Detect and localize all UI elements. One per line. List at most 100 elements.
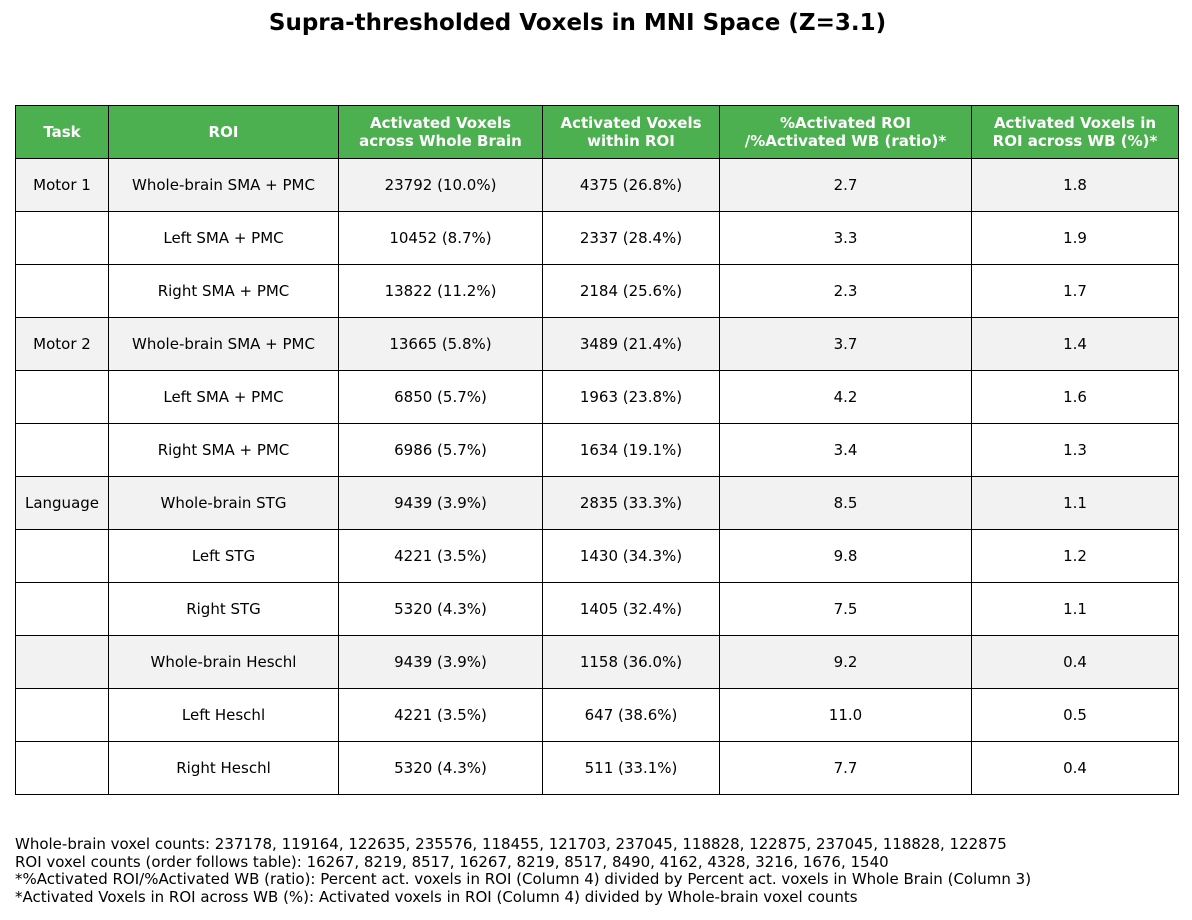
table-cell-activated-wb: 9439 (3.9%) <box>338 476 543 530</box>
table-body: Motor 1 Whole-brain SMA + PMC 23792 (10.0%… <box>15 158 1179 795</box>
table-cell-roi: Right SMA + PMC <box>108 423 339 477</box>
table-cell-roi: Left STG <box>108 529 339 583</box>
table-cell-roi-across-wb: 1.8 <box>971 158 1179 212</box>
table-cell-activated-wb: 6850 (5.7%) <box>338 370 543 424</box>
table-row: Right SMA + PMC 6986 (5.7%) 1634 (19.1%) 3.… <box>15 423 1179 477</box>
column-header-line: /%Activated WB (ratio)* <box>744 132 947 150</box>
table-row: Left STG 4221 (3.5%) 1430 (34.3%) 9.8 1.2 <box>15 529 1179 583</box>
table-cell-activated-roi: 2835 (33.3%) <box>542 476 720 530</box>
table-cell-ratio: 3.3 <box>719 211 972 265</box>
table-cell-roi: Whole-brain STG <box>108 476 339 530</box>
table-cell-roi: Left SMA + PMC <box>108 211 339 265</box>
table-cell-activated-roi: 511 (33.1%) <box>542 741 720 795</box>
column-header-line: across Whole Brain <box>359 132 522 150</box>
table-row: Right STG 5320 (4.3%) 1405 (32.4%) 7.5 1.1 <box>15 582 1179 636</box>
results-table: Task ROI Activated Voxels across Whole Brai… <box>15 105 1179 795</box>
table-row: Left Heschl 4221 (3.5%) 647 (38.6%) 11.0 0.5 <box>15 688 1179 742</box>
table-cell-roi: Whole-brain Heschl <box>108 635 339 689</box>
table-row: Left SMA + PMC 6850 (5.7%) 1963 (23.8%) 4.2… <box>15 370 1179 424</box>
table-cell-roi: Right STG <box>108 582 339 636</box>
table-cell-roi: Whole-brain SMA + PMC <box>108 317 339 371</box>
table-cell-activated-wb: 6986 (5.7%) <box>338 423 543 477</box>
table-cell-task <box>15 688 109 742</box>
footnote-line: *Activated Voxels in ROI across WB (%): … <box>15 887 858 906</box>
table-cell-activated-wb: 23792 (10.0%) <box>338 158 543 212</box>
table-cell-ratio: 2.3 <box>719 264 972 318</box>
table-cell-activated-roi: 3489 (21.4%) <box>542 317 720 371</box>
table-cell-roi-across-wb: 0.4 <box>971 741 1179 795</box>
table-cell-ratio: 4.2 <box>719 370 972 424</box>
column-header-line: Task <box>43 123 81 141</box>
table-cell-activated-roi: 1634 (19.1%) <box>542 423 720 477</box>
column-header-line: within ROI <box>587 132 675 150</box>
column-header-task: Task <box>15 105 109 159</box>
table-row: Language Whole-brain STG 9439 (3.9%) 2835 (… <box>15 476 1179 530</box>
table-cell-roi-across-wb: 0.4 <box>971 635 1179 689</box>
table-cell-ratio: 2.7 <box>719 158 972 212</box>
column-header-roi: ROI <box>108 105 339 159</box>
table-cell-activated-wb: 10452 (8.7%) <box>338 211 543 265</box>
table-cell-activated-wb: 13822 (11.2%) <box>338 264 543 318</box>
footnote-line: *%Activated ROI/%Activated WB (ratio): P… <box>15 870 1032 888</box>
table-cell-activated-wb: 9439 (3.9%) <box>338 635 543 689</box>
table-cell-task <box>15 635 109 689</box>
table-cell-task <box>15 582 109 636</box>
table-cell-activated-wb: 4221 (3.5%) <box>338 529 543 583</box>
table-row: Right Heschl 5320 (4.3%) 511 (33.1%) 7.7 0.4 <box>15 741 1179 795</box>
table-cell-activated-wb: 5320 (4.3%) <box>338 582 543 636</box>
table-cell-roi: Whole-brain SMA + PMC <box>108 158 339 212</box>
table-cell-roi-across-wb: 1.3 <box>971 423 1179 477</box>
table-cell-task: Language <box>15 476 109 530</box>
table-cell-activated-wb: 4221 (3.5%) <box>338 688 543 742</box>
column-header-line: ROI <box>208 123 239 141</box>
table-cell-roi-across-wb: 0.5 <box>971 688 1179 742</box>
column-header-line: %Activated ROI <box>780 114 911 132</box>
table-cell-task <box>15 423 109 477</box>
table-row: Motor 1 Whole-brain SMA + PMC 23792 (10.0%… <box>15 158 1179 212</box>
table-cell-activated-roi: 1158 (36.0%) <box>542 635 720 689</box>
table-row: Whole-brain Heschl 9439 (3.9%) 1158 (36.0%… <box>15 635 1179 689</box>
table-cell-roi: Right SMA + PMC <box>108 264 339 318</box>
table-cell-ratio: 8.5 <box>719 476 972 530</box>
column-header-line: Activated Voxels <box>560 114 702 132</box>
table-cell-roi-across-wb: 1.1 <box>971 476 1179 530</box>
column-header-activated-wb: Activated Voxels across Whole Brain <box>338 105 543 159</box>
table-cell-ratio: 9.2 <box>719 635 972 689</box>
table-cell-roi-across-wb: 1.9 <box>971 211 1179 265</box>
table-cell-activated-roi: 4375 (26.8%) <box>542 158 720 212</box>
table-cell-roi: Right Heschl <box>108 741 339 795</box>
chart-title: Supra-thresholded Voxels in MNI Space (Z… <box>268 10 887 36</box>
table-cell-ratio: 7.5 <box>719 582 972 636</box>
table-cell-task: Motor 2 <box>15 317 109 371</box>
table-cell-activated-roi: 2337 (28.4%) <box>542 211 720 265</box>
column-header-line: Activated Voxels <box>369 114 512 132</box>
column-header-line: ROI across WB (%)* <box>992 132 1158 150</box>
table-cell-task <box>15 529 109 583</box>
table-cell-roi-across-wb: 1.7 <box>971 264 1179 318</box>
table-cell-task: Motor 1 <box>15 158 109 212</box>
table-row: Right SMA + PMC 13822 (11.2%) 2184 (25.6%)… <box>15 264 1179 318</box>
footnote-line: Whole-brain voxel counts: 237178, 119164… <box>15 835 1007 853</box>
table-cell-task <box>15 370 109 424</box>
table-cell-roi-across-wb: 1.4 <box>971 317 1179 371</box>
column-header-activated-roi: Activated Voxels within ROI <box>542 105 720 159</box>
table-cell-activated-roi: 1430 (34.3%) <box>542 529 720 583</box>
table-cell-roi-across-wb: 1.6 <box>971 370 1179 424</box>
table-cell-activated-wb: 5320 (4.3%) <box>338 741 543 795</box>
table-row: Motor 2 Whole-brain SMA + PMC 13665 (5.8%)… <box>15 317 1179 371</box>
table-cell-roi-across-wb: 1.2 <box>971 529 1179 583</box>
footnotes: Whole-brain voxel counts: 237178, 119164… <box>15 835 1185 906</box>
table-cell-task <box>15 741 109 795</box>
table-cell-activated-roi: 647 (38.6%) <box>542 688 720 742</box>
column-header-ratio: %Activated ROI/%Activated WB (ratio)* <box>719 105 972 159</box>
table-cell-activated-wb: 13665 (5.8%) <box>338 317 543 371</box>
column-header-line: Activated Voxels in <box>993 114 1157 132</box>
table-cell-ratio: 3.7 <box>719 317 972 371</box>
table-cell-roi: Left Heschl <box>108 688 339 742</box>
table-header-row: Task ROI Activated Voxels across Whole Brai… <box>15 105 1179 159</box>
table-cell-ratio: 3.4 <box>719 423 972 477</box>
table-cell-activated-roi: 2184 (25.6%) <box>542 264 720 318</box>
footnote-line: ROI voxel counts (order follows table): … <box>15 852 889 871</box>
table-cell-roi-across-wb: 1.1 <box>971 582 1179 636</box>
table-cell-activated-roi: 1963 (23.8%) <box>542 370 720 424</box>
